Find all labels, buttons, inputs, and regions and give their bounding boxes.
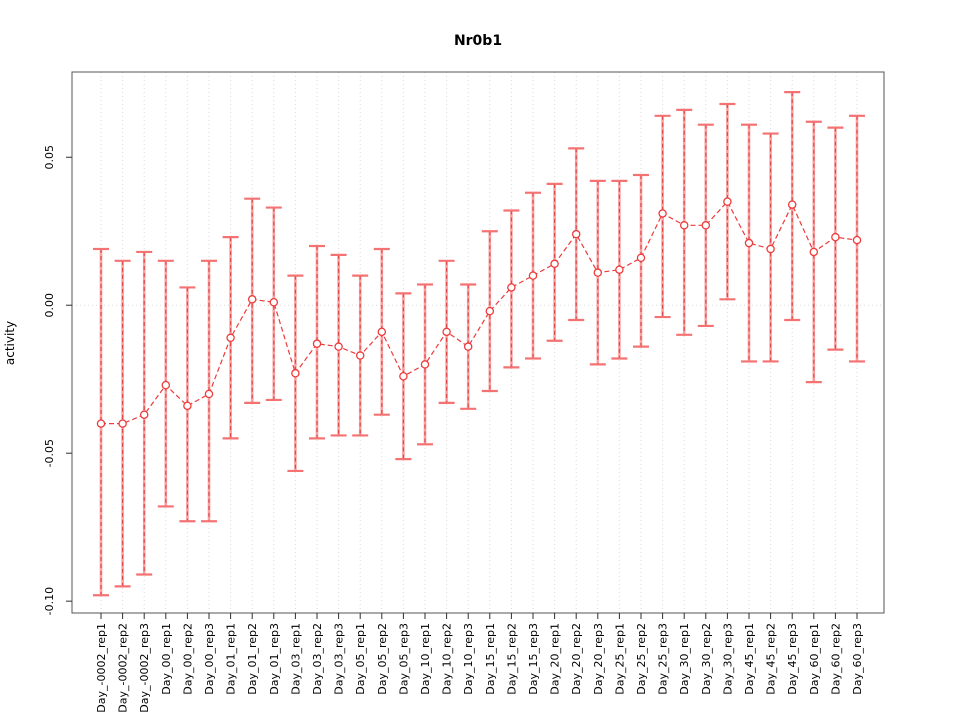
x-tick-label: Day_45_rep2 bbox=[765, 623, 778, 695]
data-point bbox=[679, 221, 689, 230]
data-point bbox=[399, 371, 408, 381]
error-bars bbox=[93, 91, 865, 597]
data-point bbox=[183, 401, 192, 411]
x-tick-label: Day_60_rep1 bbox=[808, 623, 821, 695]
data-point bbox=[852, 235, 862, 245]
data-point bbox=[550, 259, 559, 269]
data-point bbox=[312, 339, 322, 348]
data-point bbox=[701, 221, 711, 230]
data-point bbox=[139, 410, 149, 419]
data-point bbox=[593, 268, 603, 277]
x-tick-label: Day_15_rep1 bbox=[484, 623, 497, 695]
data-point bbox=[291, 369, 300, 378]
data-point bbox=[723, 197, 732, 206]
x-tick-label: Day_00_rep1 bbox=[160, 623, 173, 695]
data-point bbox=[615, 265, 624, 274]
x-tick-label: Day_-0002_rep1 bbox=[95, 623, 108, 713]
gridlines bbox=[72, 72, 884, 613]
x-tick-label: Day_20_rep3 bbox=[592, 623, 605, 695]
x-tick-label: Day_10_rep1 bbox=[419, 623, 432, 695]
data-point bbox=[463, 342, 473, 351]
x-tick-label: Day_03_rep1 bbox=[289, 623, 302, 695]
y-axis: 0.05 0.00 -0.05 -0.10 bbox=[43, 145, 72, 615]
data-point bbox=[528, 271, 538, 280]
x-tick-label: Day_00_rep2 bbox=[181, 623, 194, 695]
x-tick-label: Day_10_rep3 bbox=[462, 623, 475, 695]
x-tick-label: Day_10_rep2 bbox=[441, 623, 454, 695]
x-tick-label: Day_25_rep2 bbox=[635, 623, 648, 695]
data-point bbox=[226, 333, 235, 343]
x-tick-label: Day_20_rep2 bbox=[570, 623, 583, 695]
data-point bbox=[247, 295, 257, 304]
series-line bbox=[101, 200, 858, 425]
data-point bbox=[96, 419, 106, 428]
data-point bbox=[118, 419, 127, 428]
y-tick-label: 0.00 bbox=[43, 293, 56, 318]
x-tick-label: Day_30_rep3 bbox=[721, 623, 734, 695]
x-tick-label: Day_45_rep3 bbox=[786, 623, 799, 695]
x-tick-label: Day_05_rep2 bbox=[376, 623, 389, 695]
y-tick-label: -0.05 bbox=[43, 439, 56, 467]
x-tick-label: Day_30_rep1 bbox=[678, 623, 691, 695]
data-point bbox=[744, 238, 754, 248]
x-tick-label: Day_01_rep3 bbox=[268, 623, 281, 695]
data-point bbox=[485, 306, 495, 316]
data-point bbox=[766, 244, 775, 254]
data-point bbox=[636, 253, 646, 263]
x-tick-label: Day_03_rep2 bbox=[311, 623, 324, 695]
x-tick-label: Day_30_rep2 bbox=[700, 623, 713, 695]
data-point bbox=[269, 298, 279, 307]
y-tick-label: 0.05 bbox=[43, 145, 56, 170]
data-point bbox=[442, 327, 451, 337]
x-tick-label: Day_45_rep1 bbox=[743, 623, 756, 695]
x-tick-label: Day_15_rep2 bbox=[505, 623, 518, 695]
x-tick-label: Day_05_rep1 bbox=[354, 623, 367, 695]
x-tick-label: Day_05_rep3 bbox=[397, 623, 410, 695]
x-tick-label: Day_15_rep3 bbox=[527, 623, 540, 695]
data-point bbox=[204, 389, 214, 399]
x-tick-label: Day_01_rep1 bbox=[225, 623, 238, 695]
data-points bbox=[96, 197, 862, 428]
x-tick-label: Day_00_rep3 bbox=[203, 623, 216, 695]
x-tick-label: Day_20_rep1 bbox=[549, 623, 562, 695]
data-point bbox=[787, 200, 797, 209]
data-point bbox=[571, 229, 581, 239]
data-point bbox=[334, 342, 343, 351]
data-point bbox=[809, 247, 819, 257]
x-axis: Day_-0002_rep1 Day_-0002_rep2 Day_-0002_re… bbox=[95, 613, 864, 713]
x-tick-label: Day_-0002_rep2 bbox=[117, 623, 130, 713]
x-tick-label: Day_-0002_rep3 bbox=[138, 623, 151, 713]
x-tick-label: Day_03_rep3 bbox=[333, 623, 346, 695]
data-point bbox=[161, 380, 171, 390]
x-tick-label: Day_25_rep1 bbox=[613, 623, 626, 695]
data-point bbox=[658, 209, 667, 218]
data-point bbox=[831, 232, 840, 242]
data-point bbox=[377, 327, 387, 337]
x-tick-label: Day_01_rep2 bbox=[246, 623, 259, 695]
chart-title: Nr0b1 bbox=[453, 33, 503, 49]
x-tick-label: Day_60_rep3 bbox=[851, 623, 864, 695]
data-point bbox=[355, 351, 365, 360]
y-tick-label: -0.10 bbox=[43, 587, 56, 615]
data-point bbox=[507, 283, 516, 292]
plot-border bbox=[71, 71, 885, 614]
x-tick-label: Day_60_rep2 bbox=[829, 623, 842, 695]
data-point bbox=[420, 360, 430, 369]
x-tick-label: Day_25_rep3 bbox=[657, 623, 670, 695]
